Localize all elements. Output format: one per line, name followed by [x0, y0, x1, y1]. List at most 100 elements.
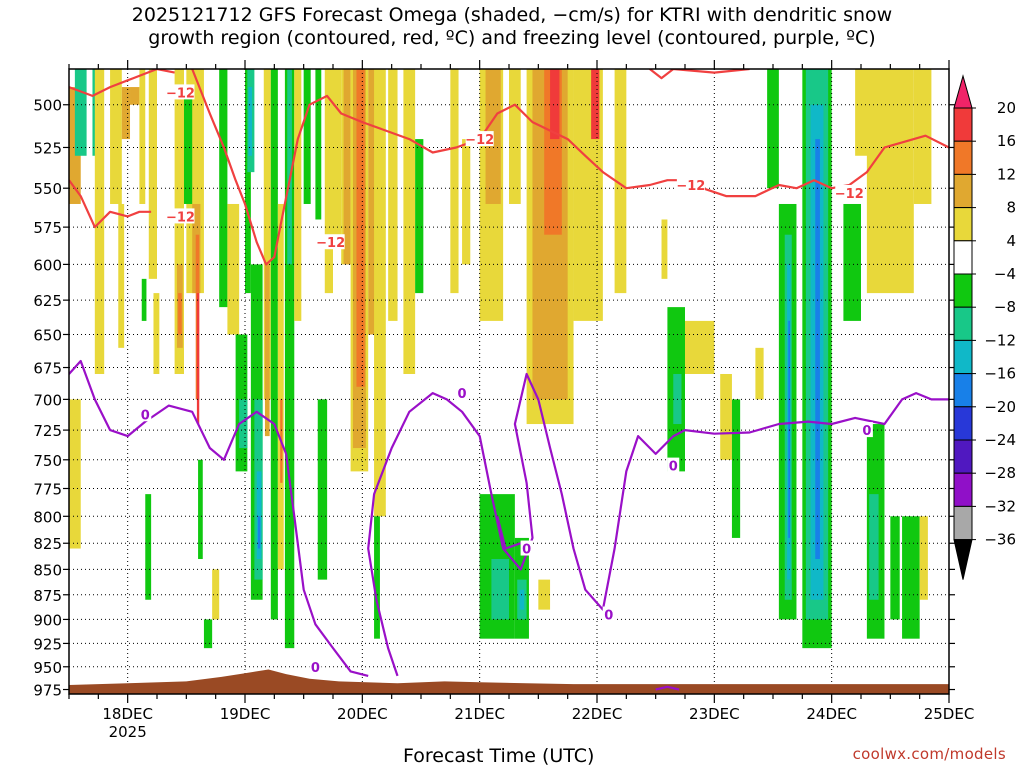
freezing-level-contour	[69, 359, 369, 677]
omega-region	[315, 69, 322, 220]
omega-region	[450, 69, 459, 294]
omega-region	[324, 69, 333, 294]
contour-label-bg	[309, 658, 322, 674]
x-axis-label: Forecast Time (UTC)	[403, 745, 595, 767]
omega-region	[550, 69, 560, 140]
omega-region	[731, 399, 741, 538]
omega-region	[212, 569, 220, 620]
omega-region	[130, 87, 140, 105]
omega-region	[294, 69, 302, 321]
dgz-contour	[649, 69, 750, 80]
y-tick-label: 875	[33, 587, 62, 605]
gridlines	[69, 69, 949, 694]
colorbar-swatch	[953, 472, 973, 507]
x-tick-label: 21DEC	[454, 705, 505, 723]
contours: −12 −12 −12 −12 −12 −12 0 0 0 0 0 0 0	[69, 69, 949, 691]
omega-region	[141, 278, 147, 321]
omega-region	[356, 69, 365, 387]
colorbar-swatch	[953, 207, 973, 242]
omega-region	[869, 494, 879, 600]
contour-label: 0	[458, 387, 467, 402]
omega-region	[843, 203, 861, 321]
omega-region	[74, 69, 87, 156]
contour-label: 0	[862, 424, 871, 439]
y-tick-label: 525	[33, 139, 62, 157]
contour-label-bg	[676, 177, 705, 193]
omega-region	[248, 87, 253, 156]
omega-region	[153, 293, 160, 374]
omega-region	[196, 293, 200, 425]
x-tick-label: 24DEC	[806, 705, 857, 723]
omega-region	[919, 516, 928, 600]
colorbar-label: −36	[984, 531, 1016, 549]
freezing-level-contour	[367, 372, 949, 677]
colorbar-swatch	[953, 240, 973, 275]
colorbar-label: 20	[997, 99, 1016, 117]
dgz-contour	[191, 69, 949, 266]
colorbar-swatch	[953, 505, 973, 541]
colorbar-label: 4	[1006, 232, 1016, 250]
colorbar-label: −28	[984, 464, 1016, 482]
colorbar-label: −16	[984, 365, 1016, 383]
omega-region	[69, 399, 81, 549]
colorbar-swatch	[953, 406, 973, 441]
contour-label-bg	[860, 422, 873, 438]
omega-region	[239, 399, 248, 449]
contour-label-bg	[456, 385, 469, 401]
colorbar-swatch	[953, 173, 973, 209]
contour-label: −12	[835, 187, 864, 202]
omega-region	[866, 69, 914, 294]
contour-label-bg	[316, 234, 345, 250]
y-tick-label: 750	[33, 452, 62, 470]
x-tick-label: 20DEC	[337, 705, 388, 723]
omega-region	[303, 69, 311, 204]
x-tick-label: 23DEC	[689, 705, 740, 723]
y-tick-label: 550	[33, 180, 62, 198]
colorbar-top-cap	[953, 74, 973, 109]
terrain	[69, 669, 949, 694]
omega-region	[284, 69, 295, 649]
x-tick-label: 19DEC	[220, 705, 271, 723]
colorbar-swatch	[953, 339, 973, 375]
omega-region	[902, 516, 920, 639]
y-tick-label: 575	[33, 219, 62, 237]
omega-region	[183, 87, 193, 204]
y-tick-label: 775	[33, 480, 62, 498]
y-tick-label: 600	[33, 256, 62, 274]
terrain-fill	[69, 669, 949, 694]
colorbar-label: −24	[984, 431, 1016, 449]
omega-region	[264, 264, 270, 437]
contour-label: 0	[669, 460, 678, 475]
omega-region	[374, 516, 380, 639]
omega-region	[287, 69, 292, 265]
dgz-contour	[69, 179, 152, 229]
contour-label: 0	[522, 543, 531, 558]
credit-link[interactable]: coolwx.com/models	[852, 745, 1006, 763]
x-tick-label: 18DEC	[102, 705, 153, 723]
omega-region	[333, 69, 342, 235]
colorbar-swatch	[953, 140, 973, 175]
contour-label-bg	[465, 131, 494, 147]
omega-region	[121, 87, 131, 140]
y-tick-label: 625	[33, 292, 62, 310]
y-tick-label: 850	[33, 561, 62, 579]
contour-label: 0	[604, 609, 613, 624]
y-tick-label: 975	[33, 682, 62, 700]
y-tick-label: 725	[33, 422, 62, 440]
colorbar-swatch	[953, 273, 973, 308]
colorbar-label: −4	[994, 265, 1016, 283]
colorbar-label: 16	[997, 132, 1016, 150]
omega-region	[591, 69, 600, 140]
omega-region	[198, 459, 203, 560]
freezing-level-contour	[496, 516, 522, 550]
colorbar-swatch	[953, 107, 973, 142]
omega-region	[509, 69, 521, 204]
omega-region	[227, 203, 240, 335]
omega-region	[685, 320, 715, 374]
contour-label-bg	[139, 406, 152, 422]
x-tick-label: 22DEC	[572, 705, 623, 723]
omega-region	[203, 619, 213, 649]
title-line-1: 2025121712 GFS Forecast Omega (shaded, −…	[131, 4, 893, 26]
x-tick-sublabel: 2025	[109, 723, 147, 741]
